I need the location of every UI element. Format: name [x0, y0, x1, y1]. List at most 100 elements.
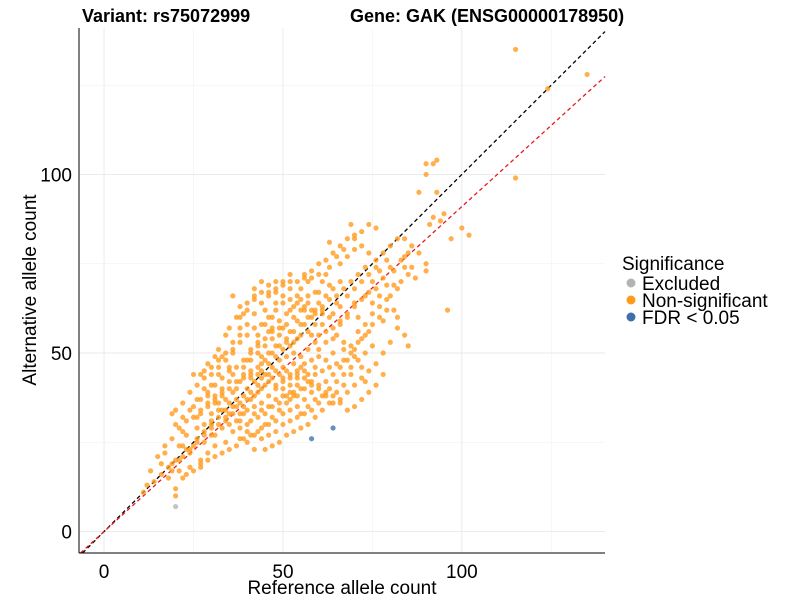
- point-non-significant: [359, 396, 365, 403]
- point-non-significant: [244, 300, 250, 306]
- point-non-significant: [219, 375, 225, 381]
- point-non-significant: [337, 400, 343, 406]
- point-non-significant: [341, 357, 347, 363]
- point-non-significant: [312, 371, 318, 378]
- point-non-significant: [248, 350, 254, 356]
- point-non-significant: [219, 407, 225, 413]
- legend-label-excluded: Excluded: [642, 274, 720, 295]
- point-non-significant: [273, 418, 279, 424]
- point-non-significant: [223, 414, 229, 420]
- point-non-significant: [294, 375, 300, 381]
- point-non-significant: [394, 325, 401, 331]
- point-non-significant: [155, 453, 161, 460]
- point-non-significant: [269, 403, 275, 410]
- point-non-significant: [176, 468, 182, 474]
- x-tick-label: 50: [272, 562, 293, 583]
- point-non-significant: [269, 336, 275, 342]
- legend-label-fdr: FDR < 0.05: [642, 308, 740, 329]
- point-non-significant: [151, 478, 157, 485]
- point-non-significant: [244, 439, 250, 445]
- point-non-significant: [384, 282, 390, 288]
- point-non-significant: [251, 432, 257, 438]
- point-non-significant: [305, 278, 311, 285]
- point-excluded: [173, 503, 179, 510]
- point-non-significant: [176, 443, 182, 449]
- point-non-significant: [405, 250, 411, 256]
- point-non-significant: [326, 400, 333, 406]
- point-non-significant: [398, 257, 404, 263]
- point-non-significant: [255, 339, 261, 345]
- point-non-significant: [359, 243, 365, 249]
- point-non-significant: [387, 243, 393, 249]
- point-non-significant: [223, 332, 229, 338]
- point-non-significant: [423, 261, 429, 267]
- point-non-significant: [198, 461, 204, 467]
- point-non-significant: [276, 439, 282, 445]
- point-non-significant: [344, 311, 350, 317]
- point-non-significant: [312, 339, 318, 345]
- point-non-significant: [208, 371, 214, 378]
- point-non-significant: [201, 368, 207, 374]
- point-non-significant: [301, 386, 308, 392]
- point-non-significant: [348, 343, 354, 349]
- point-non-significant: [173, 457, 179, 463]
- point-non-significant: [251, 393, 257, 399]
- point-non-significant: [398, 278, 404, 285]
- point-non-significant: [330, 325, 336, 331]
- point-non-significant: [384, 257, 390, 263]
- point-non-significant: [287, 286, 293, 292]
- point-non-significant: [301, 361, 308, 367]
- point-non-significant: [230, 403, 236, 410]
- point-non-significant: [223, 350, 229, 356]
- point-non-significant: [305, 378, 311, 385]
- point-non-significant: [409, 243, 415, 249]
- point-non-significant: [298, 364, 304, 370]
- point-non-significant: [308, 314, 315, 320]
- point-non-significant: [316, 386, 322, 392]
- point-non-significant: [190, 443, 197, 449]
- point-non-significant: [308, 378, 315, 385]
- point-non-significant: [294, 393, 300, 399]
- y-tick-label: 0: [61, 523, 72, 544]
- point-non-significant: [237, 303, 243, 310]
- legend-key-excluded: [626, 278, 636, 288]
- point-non-significant: [198, 457, 204, 463]
- point-non-significant: [305, 328, 311, 335]
- point-non-significant: [273, 382, 279, 388]
- point-non-significant: [444, 307, 451, 313]
- point-non-significant: [198, 464, 204, 470]
- point-non-significant: [233, 403, 240, 410]
- point-non-significant: [233, 418, 240, 424]
- point-non-significant: [233, 386, 240, 392]
- point-non-significant: [351, 303, 358, 310]
- point-non-significant: [316, 271, 322, 278]
- point-non-significant: [423, 268, 429, 274]
- point-non-significant: [237, 378, 243, 385]
- point-non-significant: [276, 332, 282, 338]
- x-tick-label: 100: [446, 562, 478, 583]
- point-non-significant: [316, 353, 322, 360]
- point-non-significant: [251, 403, 257, 410]
- point-non-significant: [344, 357, 350, 363]
- point-non-significant: [323, 393, 329, 399]
- point-non-significant: [341, 286, 347, 292]
- point-non-significant: [341, 246, 347, 253]
- point-non-significant: [258, 386, 265, 392]
- legend-item-fdr: FDR < 0.05: [626, 308, 740, 329]
- point-non-significant: [323, 378, 329, 385]
- point-non-significant: [337, 278, 343, 285]
- point-non-significant: [183, 446, 189, 453]
- point-non-significant: [323, 271, 329, 278]
- point-non-significant: [301, 368, 308, 374]
- point-non-significant: [223, 418, 229, 424]
- point-non-significant: [283, 368, 290, 374]
- point-non-significant: [219, 386, 225, 392]
- point-non-significant: [466, 232, 472, 238]
- point-non-significant: [276, 357, 282, 363]
- point-non-significant: [187, 464, 193, 470]
- point-non-significant: [287, 382, 293, 388]
- point-non-significant: [276, 400, 282, 406]
- point-non-significant: [269, 328, 275, 335]
- point-non-significant: [334, 378, 340, 385]
- point-non-significant: [215, 357, 222, 363]
